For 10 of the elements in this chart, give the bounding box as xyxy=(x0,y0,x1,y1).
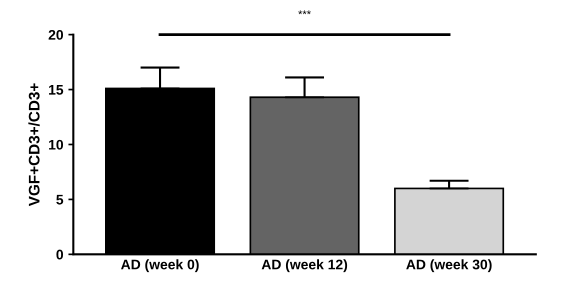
y-axis-title: VGF+CD3+/CD3+ xyxy=(28,83,40,206)
y-tick-label: 15 xyxy=(49,85,64,95)
text: *** xyxy=(298,10,311,14)
x-tick-label: AD (week 12) xyxy=(262,259,348,272)
y-tick-label: 0 xyxy=(56,250,64,260)
x-tick-label: AD (week 30) xyxy=(406,259,492,272)
y-tick-label: 10 xyxy=(49,140,64,150)
y-tick-label: 20 xyxy=(48,30,64,40)
x-tick-label: AD (week 0) xyxy=(121,259,199,272)
y-tick-label: 5 xyxy=(56,194,64,205)
